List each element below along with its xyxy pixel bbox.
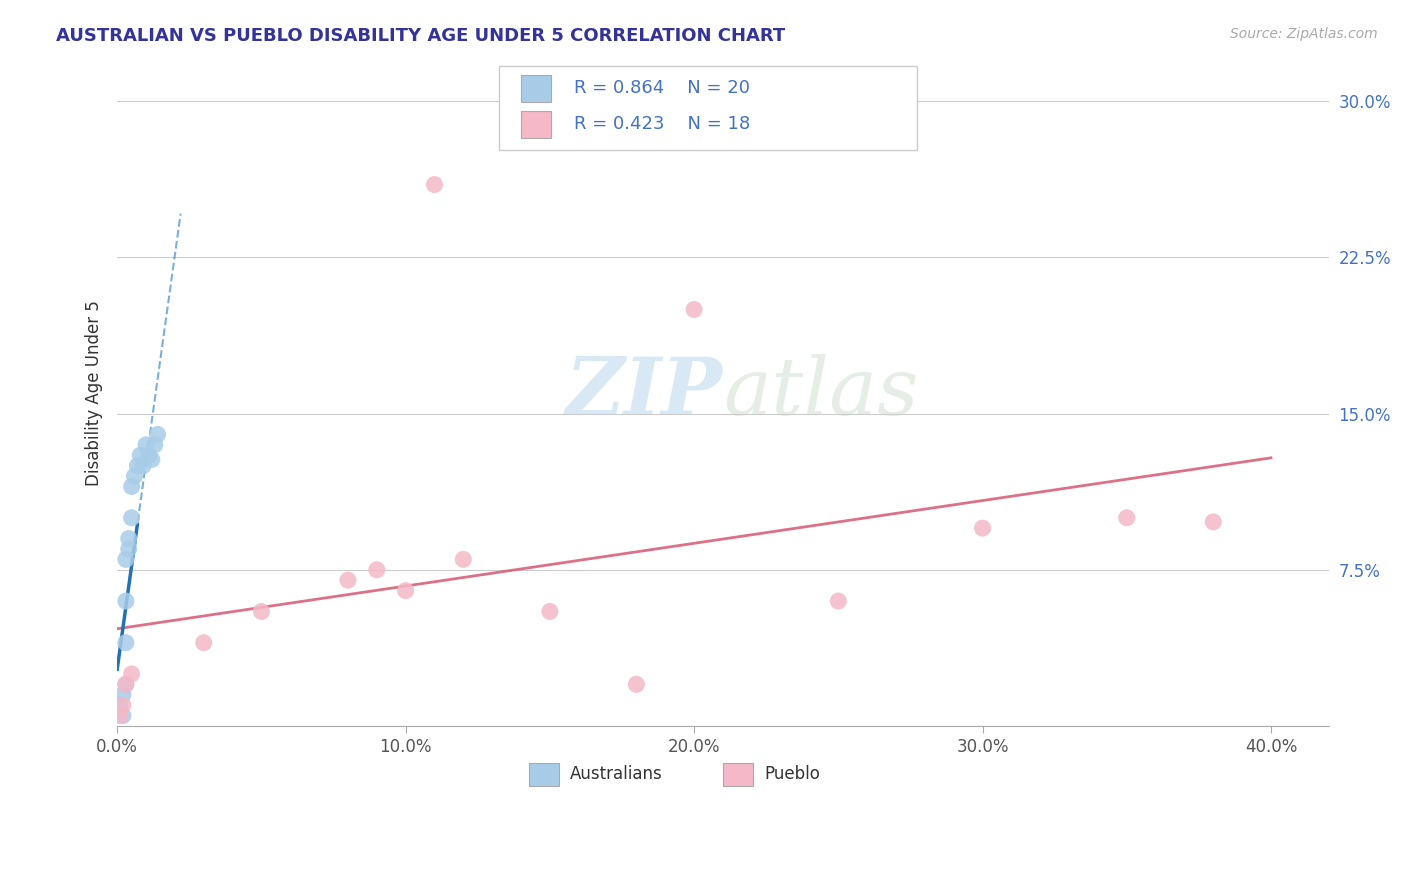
Point (1115, 510, 1137, 524)
Text: R = 0.864    N = 20: R = 0.864 N = 20 (574, 79, 749, 97)
Text: Pueblo: Pueblo (763, 765, 820, 783)
Point (132, 458, 155, 473)
Point (118, 532, 141, 546)
Point (143, 438, 166, 452)
Text: atlas: atlas (723, 354, 918, 432)
Point (121, 479, 143, 493)
Point (683, 302, 706, 317)
Bar (723, 763, 754, 786)
Point (972, 521, 994, 535)
Point (108, 698, 131, 713)
Text: R = 0.423    N = 18: R = 0.423 N = 18 (574, 115, 751, 133)
Bar (529, 763, 560, 786)
Y-axis label: Disability Age Under 5: Disability Age Under 5 (86, 300, 103, 486)
Point (115, 677, 138, 691)
Point (827, 594, 849, 608)
Point (453, 552, 475, 566)
Point (423, 178, 446, 192)
Point (141, 452, 163, 467)
Point (111, 708, 134, 723)
Point (336, 573, 359, 587)
Text: Source: ZipAtlas.com: Source: ZipAtlas.com (1230, 27, 1378, 41)
Point (115, 552, 138, 566)
Point (1202, 515, 1225, 529)
Point (395, 583, 418, 598)
Text: AUSTRALIAN VS PUEBLO DISABILITY AGE UNDER 5 CORRELATION CHART: AUSTRALIAN VS PUEBLO DISABILITY AGE UNDE… (56, 27, 786, 45)
Point (193, 636, 215, 650)
Point (127, 458, 149, 473)
Point (115, 594, 138, 608)
Point (124, 469, 146, 483)
Point (138, 448, 160, 462)
Point (626, 677, 648, 691)
Point (118, 541, 141, 556)
Bar (520, 111, 551, 137)
Point (111, 698, 134, 713)
Text: Australians: Australians (571, 765, 664, 783)
Point (115, 636, 138, 650)
Point (115, 677, 138, 691)
Point (250, 604, 273, 618)
Point (146, 427, 169, 442)
Point (108, 708, 131, 723)
Point (121, 667, 143, 681)
Point (121, 510, 143, 524)
Point (538, 604, 561, 618)
Point (129, 448, 152, 462)
Bar (499, 66, 917, 150)
Point (366, 563, 388, 577)
Point (135, 438, 157, 452)
Bar (520, 75, 551, 102)
Point (111, 688, 134, 702)
Text: ZIP: ZIP (567, 354, 723, 432)
